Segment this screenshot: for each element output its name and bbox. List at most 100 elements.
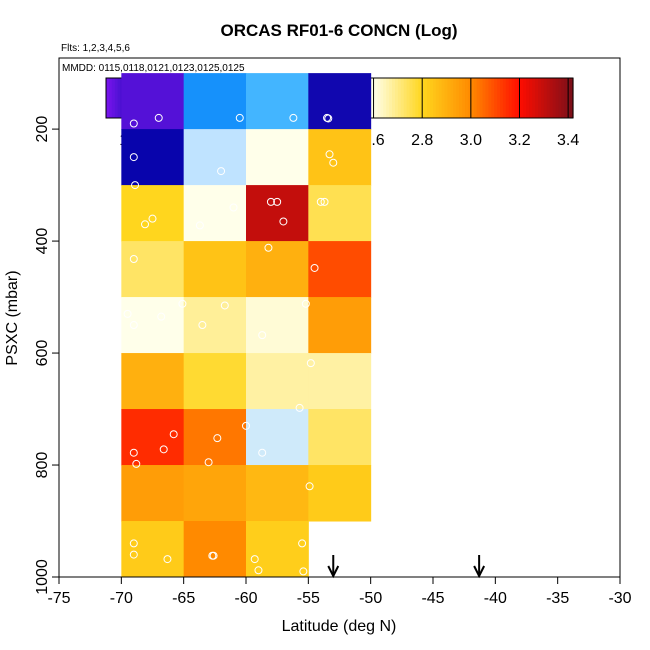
sample-point (129, 321, 138, 330)
sample-point (324, 114, 333, 123)
heatmap-cell (308, 185, 372, 242)
heatmap-cell (246, 241, 309, 298)
sample-point (329, 158, 338, 167)
heatmap-cell (121, 241, 185, 298)
colorbar-swatch (386, 78, 390, 118)
colorbar-swatch (380, 78, 384, 118)
colorbar-swatch (429, 78, 434, 118)
heatmap-cell (246, 409, 309, 466)
colorbar-swatch (570, 78, 574, 118)
heatmap-cell (183, 353, 247, 410)
heatmap-cell (246, 465, 309, 522)
colorbar-swatch (491, 78, 495, 118)
colorbar-swatch (432, 78, 437, 118)
y-tick-label: 200 (34, 116, 51, 143)
colorbar-swatch (406, 78, 411, 118)
sample-point (129, 448, 138, 457)
sample-point (264, 243, 273, 252)
heatmap-cell (183, 521, 247, 578)
sample-point (154, 113, 163, 122)
colorbar-swatch (415, 78, 419, 118)
colorbar-swatch (485, 78, 489, 118)
heatmap-cells (121, 73, 372, 578)
sample-point (320, 197, 329, 206)
sample-point (250, 555, 259, 564)
heatmap-cell (183, 297, 247, 354)
x-tick-label: -50 (359, 590, 382, 607)
colorbar-swatch (500, 78, 504, 118)
colorbar-swatch (511, 78, 516, 118)
heatmap-cell (246, 521, 309, 578)
colorbar-swatch (555, 78, 560, 118)
sample-point (204, 458, 213, 467)
x-tick-label: -70 (110, 590, 133, 607)
colorbar-swatch (497, 78, 501, 118)
x-axis-label: Latitude (deg N) (282, 618, 397, 635)
colorbar-swatch (552, 78, 557, 118)
heatmap-cell (308, 409, 372, 466)
heatmap-cell (121, 297, 185, 354)
y-tick-label: 1000 (34, 559, 51, 595)
colorbar-swatch (523, 78, 527, 118)
colorbar-swatch (508, 78, 513, 118)
colorbar-swatch (108, 78, 113, 118)
heatmap-cell (183, 465, 247, 522)
sample-point (220, 301, 229, 310)
heatmap-cell (121, 465, 185, 522)
colorbar-swatch (540, 78, 545, 118)
sample-point (301, 299, 310, 308)
heatmap-cell (308, 129, 372, 186)
sample-point (131, 181, 140, 190)
heatmap-cell (246, 297, 309, 354)
y-axis: 200 400 600 800 1000 (34, 116, 60, 595)
heatmap-cell (308, 73, 372, 130)
y-tick-label: 800 (34, 452, 51, 479)
colorbar-swatch (502, 78, 507, 118)
colorbar-swatch (470, 78, 475, 118)
sample-point (213, 434, 222, 443)
colorbar-swatch (438, 78, 443, 118)
sample-point (163, 555, 172, 564)
sample-point (295, 403, 304, 412)
x-tick-label: -75 (47, 590, 70, 607)
heatmap-cell (246, 185, 309, 242)
arrow-head (473, 565, 486, 579)
colorbar-swatch (111, 78, 116, 118)
sample-point (299, 567, 308, 576)
x-tick-label: -65 (172, 590, 195, 607)
heatmap-cell (246, 129, 309, 186)
colorbar-tick-label: 3.0 (460, 132, 482, 149)
sample-point (266, 197, 275, 206)
colorbar-tick-label: 3.4 (557, 132, 579, 149)
heatmap-cell (121, 353, 185, 410)
colorbar-swatch (546, 78, 551, 118)
colorbar-swatch (520, 78, 524, 118)
colorbar-swatch (479, 78, 484, 118)
sample-point (123, 309, 132, 318)
colorbar-swatch (117, 78, 122, 118)
colorbar-swatch (473, 78, 478, 118)
heatmap-cell (183, 129, 247, 186)
colorbar-swatch (561, 78, 565, 118)
colorbar-swatch (567, 78, 571, 118)
colorbar-swatch (564, 78, 568, 118)
colorbar-swatch (532, 78, 536, 118)
sample-point (195, 221, 204, 230)
heatmap-cell (183, 73, 247, 130)
heatmap-cell (308, 353, 372, 410)
colorbar-swatch (377, 78, 381, 118)
colorbar-swatch (400, 78, 405, 118)
colorbar-swatch (418, 78, 422, 118)
sample-point (305, 482, 314, 491)
colorbar-swatch (482, 78, 487, 118)
sample-point (258, 448, 267, 457)
colorbar-swatch (427, 78, 431, 118)
x-tick-label: -35 (546, 590, 569, 607)
arrow-head (327, 565, 340, 579)
colorbar-swatch (441, 78, 446, 118)
sample-point (132, 459, 141, 468)
colorbar-swatch (106, 78, 110, 118)
colorbar-swatch (537, 78, 542, 118)
colorbar-swatch (447, 78, 452, 118)
sample-point (229, 203, 238, 212)
